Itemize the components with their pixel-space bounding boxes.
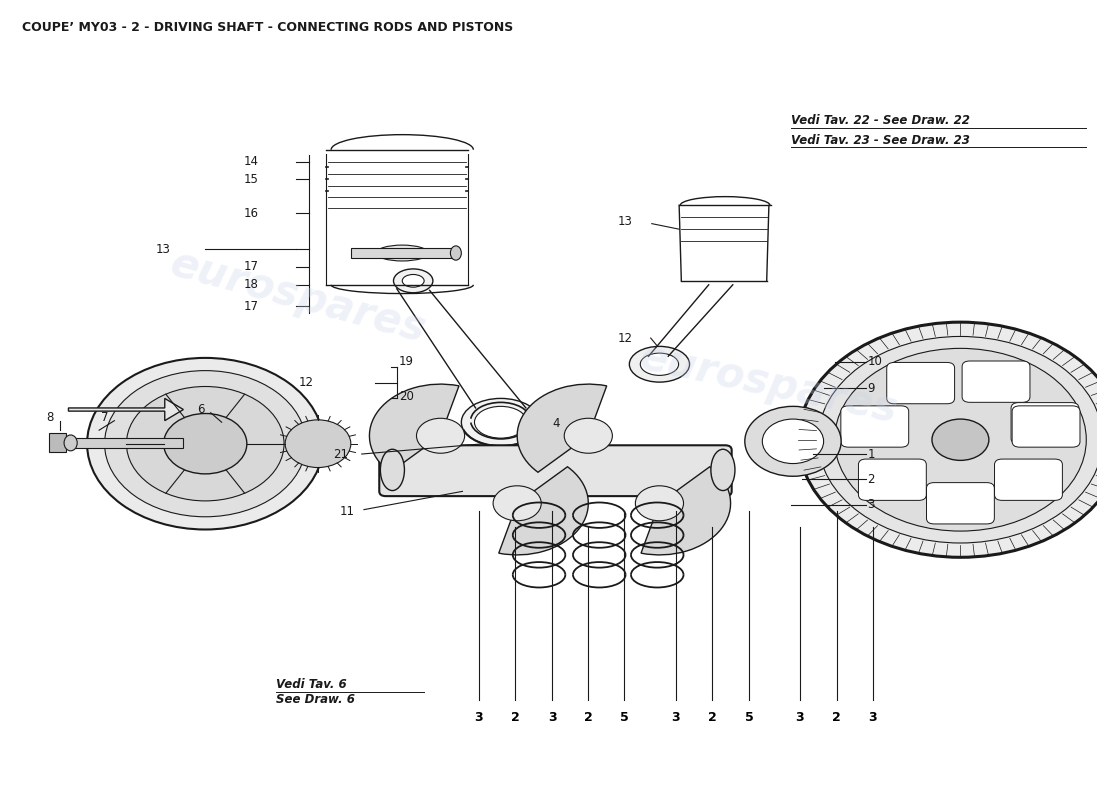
Ellipse shape [403,274,425,287]
Ellipse shape [461,398,540,446]
Text: 2: 2 [868,473,875,486]
Text: Vedi Tav. 22 - See Draw. 22: Vedi Tav. 22 - See Draw. 22 [791,114,970,126]
Wedge shape [517,384,607,472]
Circle shape [564,418,613,454]
Circle shape [636,486,683,521]
Polygon shape [68,398,184,421]
Text: 2: 2 [584,711,593,724]
Text: eurospares: eurospares [166,242,431,351]
Text: 16: 16 [243,207,258,220]
Ellipse shape [394,269,433,293]
FancyBboxPatch shape [994,459,1063,500]
Text: 3: 3 [548,711,557,724]
Text: 10: 10 [868,355,882,368]
Ellipse shape [376,245,429,261]
Ellipse shape [711,450,735,490]
Wedge shape [498,466,588,555]
Text: 13: 13 [156,242,170,255]
Circle shape [104,370,306,517]
Circle shape [835,348,1087,531]
Circle shape [745,406,842,476]
Wedge shape [370,384,459,472]
Circle shape [87,358,323,530]
FancyBboxPatch shape [926,482,994,524]
FancyBboxPatch shape [1012,406,1080,447]
Text: 9: 9 [868,382,875,394]
Ellipse shape [64,435,77,451]
Text: See Draw. 6: See Draw. 6 [276,694,355,706]
Text: 3: 3 [868,498,875,511]
Text: 1: 1 [868,447,875,461]
Text: 17: 17 [243,300,258,313]
Circle shape [818,337,1100,543]
Text: 3: 3 [869,711,877,724]
Text: 5: 5 [620,711,629,724]
Text: 14: 14 [243,155,258,168]
Text: 7: 7 [101,411,109,424]
Ellipse shape [381,450,405,490]
Bar [48,434,66,453]
Text: Vedi Tav. 6: Vedi Tav. 6 [276,678,346,690]
Text: 5: 5 [745,711,754,724]
Text: Vedi Tav. 23 - See Draw. 23: Vedi Tav. 23 - See Draw. 23 [791,134,970,147]
Text: 2: 2 [510,711,519,724]
Ellipse shape [450,246,461,260]
Text: 12: 12 [618,331,632,345]
Text: 13: 13 [618,214,632,228]
Text: 2: 2 [707,711,716,724]
FancyBboxPatch shape [858,459,926,500]
Text: 15: 15 [243,173,258,186]
Circle shape [417,418,464,454]
Text: 19: 19 [399,355,414,368]
Circle shape [762,419,824,463]
FancyBboxPatch shape [962,361,1030,402]
Ellipse shape [629,346,690,382]
Text: 17: 17 [243,260,258,273]
Circle shape [932,419,989,460]
Wedge shape [641,466,730,555]
Text: 3: 3 [795,711,804,724]
Text: COUPE’ MY03 - 2 - DRIVING SHAFT - CONNECTING RODS AND PISTONS: COUPE’ MY03 - 2 - DRIVING SHAFT - CONNEC… [22,21,514,34]
Text: 6: 6 [198,403,205,416]
FancyBboxPatch shape [887,362,955,404]
Text: 2: 2 [833,711,842,724]
Text: 8: 8 [46,411,54,424]
Bar [351,248,453,258]
Text: 3: 3 [671,711,680,724]
Text: 12: 12 [298,376,314,389]
FancyBboxPatch shape [1011,402,1079,444]
Text: 3: 3 [474,711,483,724]
Text: 11: 11 [340,505,355,518]
Circle shape [164,414,246,474]
FancyBboxPatch shape [840,406,909,447]
Text: 21: 21 [333,447,349,461]
Circle shape [285,420,351,467]
Text: eurospares: eurospares [636,336,902,432]
Text: 18: 18 [243,278,258,291]
Ellipse shape [474,406,527,438]
Bar [63,438,184,448]
Text: 4: 4 [552,418,560,430]
Circle shape [799,322,1100,558]
FancyBboxPatch shape [379,446,732,496]
Ellipse shape [640,353,679,375]
Circle shape [126,386,284,501]
Text: 20: 20 [399,390,414,402]
Circle shape [493,486,541,521]
